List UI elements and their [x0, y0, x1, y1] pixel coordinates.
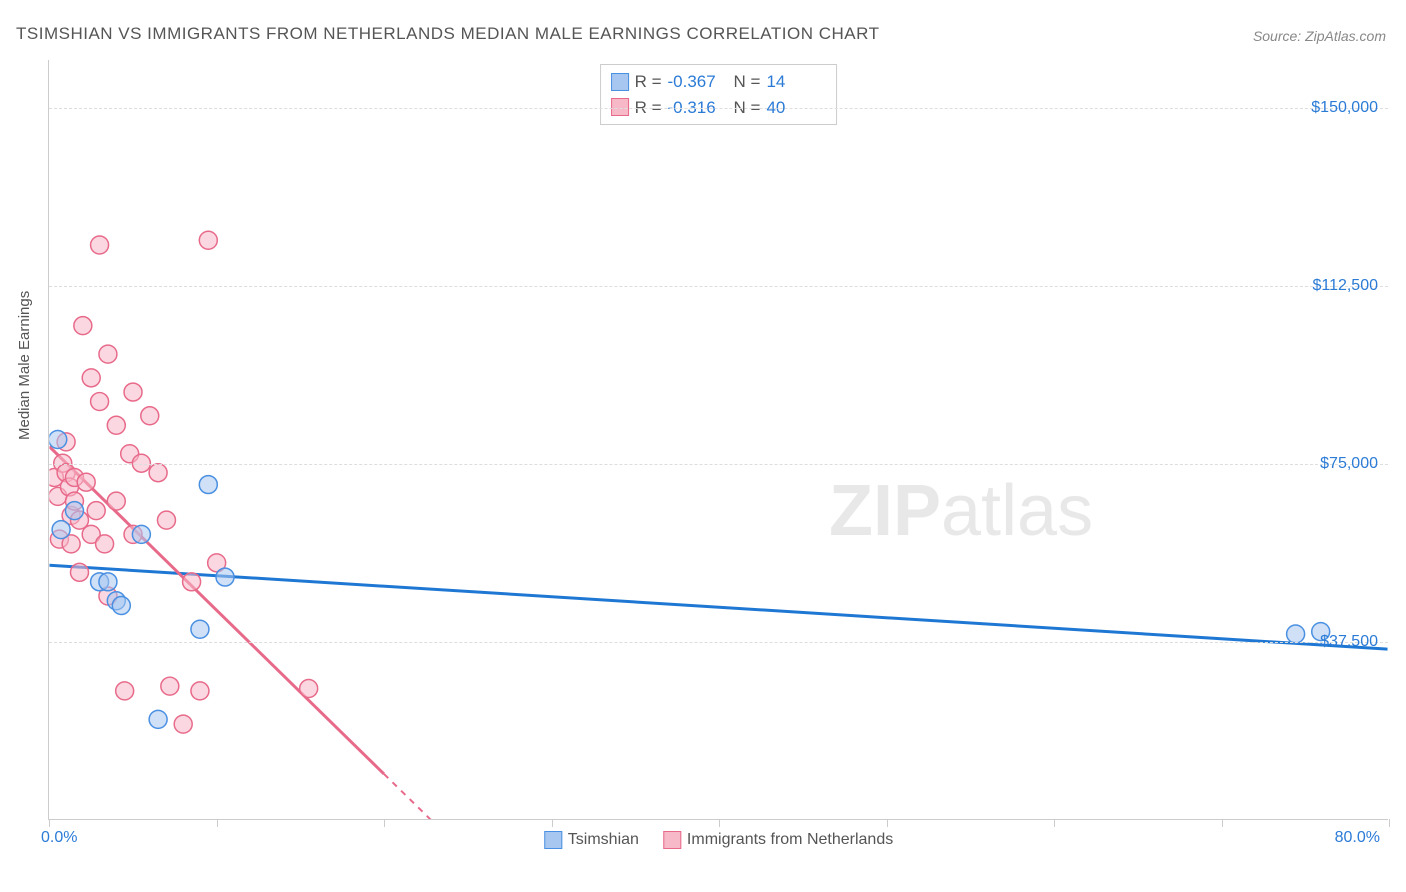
legend-item-blue: Tsimshian [544, 831, 639, 849]
x-tick [887, 819, 888, 827]
x-axis-min-label: 0.0% [41, 829, 77, 847]
swatch-blue [544, 831, 562, 849]
n-value: 14 [766, 69, 826, 95]
x-axis-max-label: 80.0% [1335, 829, 1380, 847]
source-label: Source: ZipAtlas.com [1253, 28, 1386, 44]
swatch-pink [663, 831, 681, 849]
x-tick [552, 819, 553, 827]
n-label: N = [734, 69, 761, 95]
chart-title: TSIMSHIAN VS IMMIGRANTS FROM NETHERLANDS… [16, 24, 879, 44]
y-tick-label: $37,500 [1320, 633, 1378, 651]
gridline [49, 642, 1388, 643]
legend-item-pink: Immigrants from Netherlands [663, 831, 893, 849]
y-tick-label: $75,000 [1320, 455, 1378, 473]
x-tick [384, 819, 385, 827]
x-tick [1389, 819, 1390, 827]
x-tick [1054, 819, 1055, 827]
legend-label: Tsimshian [568, 831, 639, 849]
r-value: -0.367 [668, 69, 728, 95]
r-label: R = [635, 69, 662, 95]
plot-area: ZIPatlas R = -0.367 N = 14 R = -0.316 N … [48, 60, 1388, 820]
gridline [49, 286, 1388, 287]
x-tick [719, 819, 720, 827]
x-tick [1222, 819, 1223, 827]
gridline [49, 464, 1388, 465]
legend-label: Immigrants from Netherlands [687, 831, 893, 849]
y-tick-label: $150,000 [1311, 99, 1378, 117]
stats-row-blue: R = -0.367 N = 14 [611, 69, 827, 95]
chart-svg [49, 60, 1388, 819]
legend: Tsimshian Immigrants from Netherlands [544, 831, 893, 849]
gridline [49, 108, 1388, 109]
y-axis-title: Median Male Earnings [16, 291, 33, 440]
x-tick [217, 819, 218, 827]
y-tick-label: $112,500 [1312, 277, 1378, 295]
swatch-blue [611, 73, 629, 91]
x-tick [49, 819, 50, 827]
stats-box: R = -0.367 N = 14 R = -0.316 N = 40 [600, 64, 838, 125]
